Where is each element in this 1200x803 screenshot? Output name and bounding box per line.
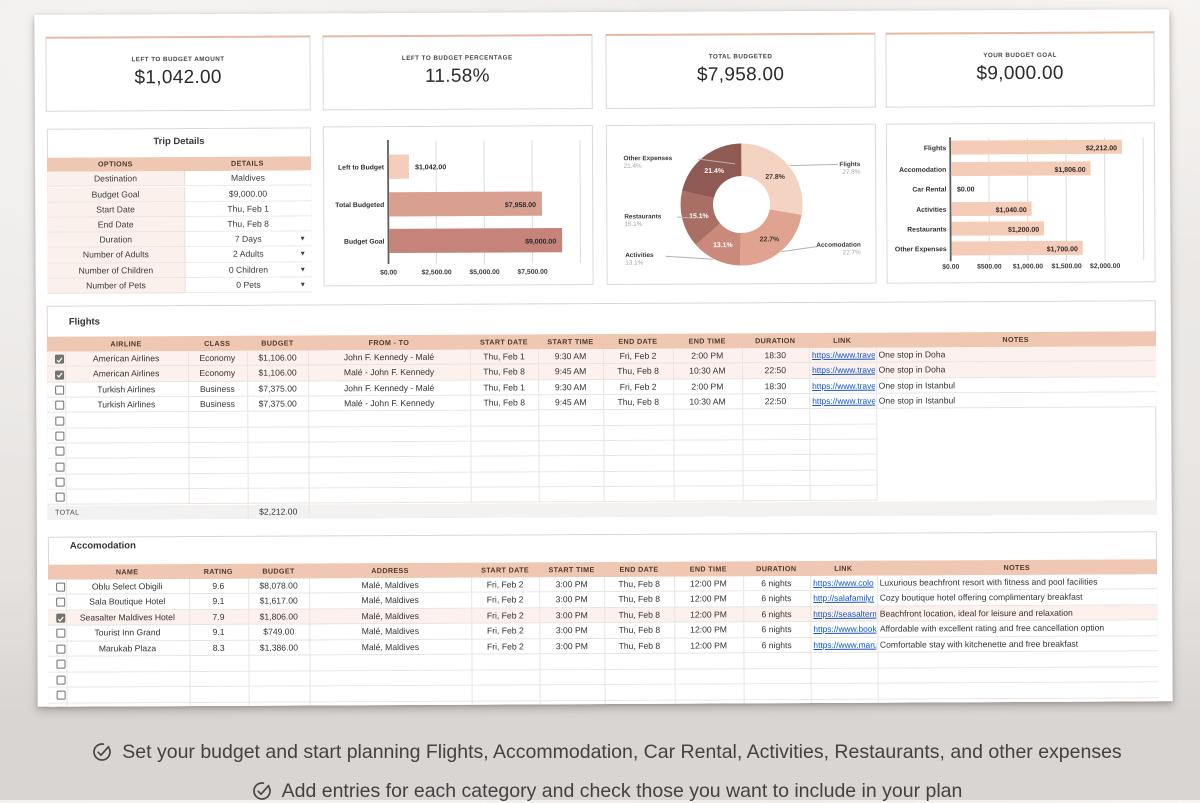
svg-text:$9,000.00: $9,000.00 xyxy=(525,238,556,245)
svg-text:$1,200.00: $1,200.00 xyxy=(1008,226,1039,233)
svg-text:$0.00: $0.00 xyxy=(942,263,959,270)
svg-text:15.1%: 15.1% xyxy=(689,212,709,219)
svg-text:Restaurants: Restaurants xyxy=(624,212,661,219)
svg-text:Activities: Activities xyxy=(916,206,946,213)
svg-text:21.4%: 21.4% xyxy=(623,162,641,169)
svg-text:$1,000.00: $1,000.00 xyxy=(1012,262,1042,269)
svg-text:13.1%: 13.1% xyxy=(625,259,643,266)
svg-text:Total Budgeted: Total Budgeted xyxy=(335,201,384,208)
svg-text:27.8%: 27.8% xyxy=(842,168,860,175)
svg-text:Budget Goal: Budget Goal xyxy=(344,238,385,245)
svg-text:21.4%: 21.4% xyxy=(704,167,724,174)
svg-text:Flights: Flights xyxy=(923,144,946,151)
svg-text:$7,500.00: $7,500.00 xyxy=(517,268,547,275)
svg-text:$0.00: $0.00 xyxy=(380,269,397,276)
svg-text:$2,212.00: $2,212.00 xyxy=(1085,144,1116,151)
svg-text:$5,000.00: $5,000.00 xyxy=(469,268,499,275)
svg-text:27.8%: 27.8% xyxy=(765,173,785,180)
svg-text:Accomodation: Accomodation xyxy=(816,241,861,248)
svg-text:Left to Budget: Left to Budget xyxy=(337,163,384,170)
svg-text:$1,042.00: $1,042.00 xyxy=(415,163,446,170)
svg-text:$1,040.00: $1,040.00 xyxy=(995,206,1026,213)
svg-text:Flights: Flights xyxy=(839,160,860,167)
svg-text:22.7%: 22.7% xyxy=(759,235,779,242)
svg-text:$2,000.00: $2,000.00 xyxy=(1090,262,1120,269)
svg-text:Car Rental: Car Rental xyxy=(912,185,946,192)
svg-text:22.7%: 22.7% xyxy=(842,248,860,255)
svg-text:$1,806.00: $1,806.00 xyxy=(1054,166,1085,173)
svg-text:$2,500.00: $2,500.00 xyxy=(421,268,451,275)
svg-text:Accomodation: Accomodation xyxy=(899,166,946,173)
svg-text:$1,700.00: $1,700.00 xyxy=(1046,245,1077,252)
svg-text:13.1%: 13.1% xyxy=(713,241,733,248)
svg-text:$7,958.00: $7,958.00 xyxy=(504,201,535,208)
svg-text:$1,500.00: $1,500.00 xyxy=(1051,262,1081,269)
svg-text:$0.00: $0.00 xyxy=(956,185,974,192)
svg-text:Other Expenses: Other Expenses xyxy=(623,154,672,161)
svg-text:Other Expenses: Other Expenses xyxy=(894,245,946,252)
svg-text:$500.00: $500.00 xyxy=(977,263,1002,270)
svg-text:Restaurants: Restaurants xyxy=(907,225,947,232)
svg-text:Activities: Activities xyxy=(625,251,654,258)
svg-text:15.1%: 15.1% xyxy=(624,220,642,227)
